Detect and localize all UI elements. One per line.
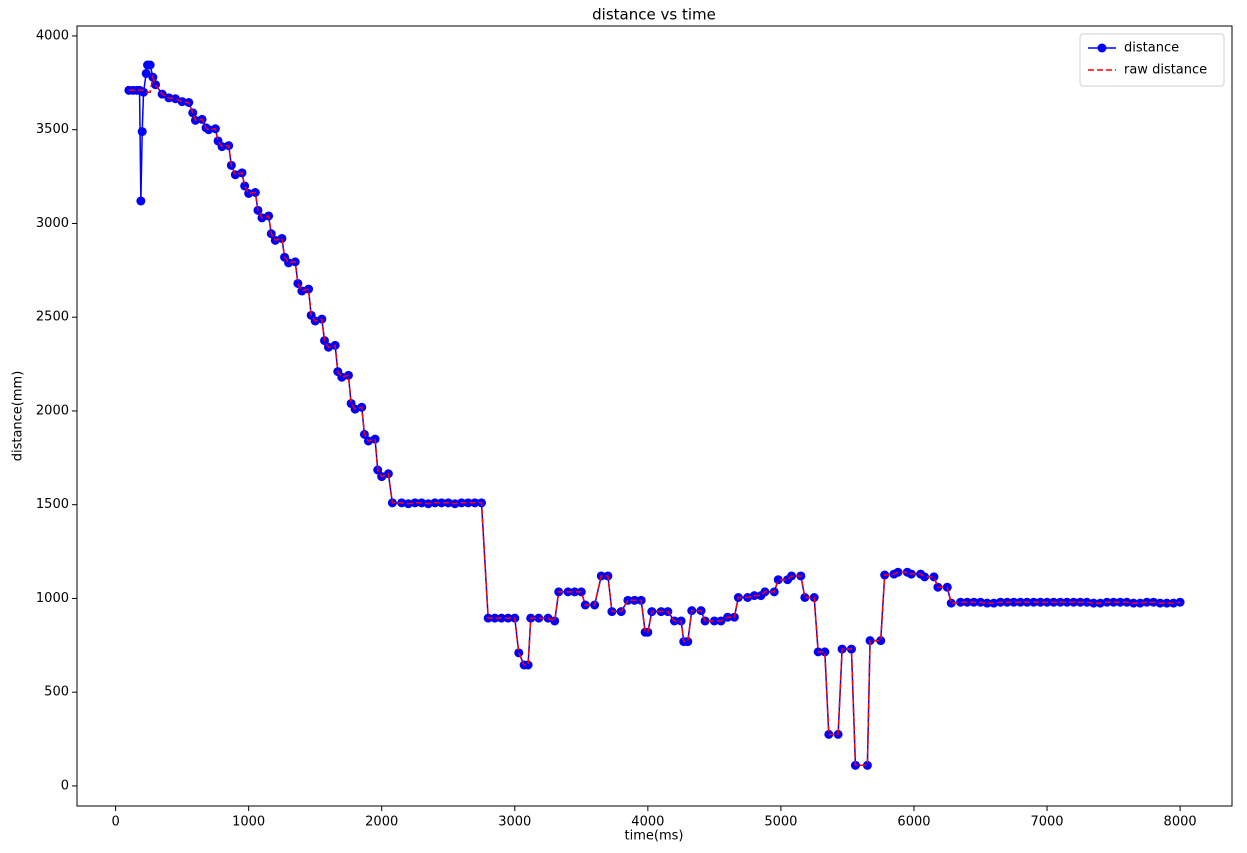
y-tick-label: 1000 (36, 591, 69, 606)
chart-title: distance vs time (592, 6, 716, 24)
data-point (463, 498, 473, 508)
x-tick-label: 7000 (1030, 815, 1063, 830)
data-point (709, 616, 719, 626)
x-tick-label: 8000 (1164, 815, 1197, 830)
y-tick-label: 2000 (36, 403, 69, 418)
data-point (1009, 597, 1019, 607)
plot-frame (76, 25, 1233, 807)
data-point (343, 370, 353, 380)
legend-label: raw distance (1124, 63, 1207, 78)
data-point (946, 598, 956, 608)
series-line (128, 64, 1181, 767)
data-point (820, 647, 830, 657)
legend-marker (1097, 43, 1107, 53)
data-point (141, 68, 151, 78)
series-line (128, 74, 1181, 767)
data-point (876, 636, 886, 646)
data-point (570, 587, 580, 597)
data-point (962, 597, 972, 607)
data-point (137, 127, 147, 137)
data-point (824, 729, 834, 739)
data-point (1035, 597, 1045, 607)
y-tick-label: 1500 (36, 497, 69, 512)
data-point (523, 660, 533, 670)
x-axis-label: time(ms) (625, 829, 684, 844)
data-point (1109, 597, 1119, 607)
data-point (982, 598, 992, 608)
data-point (1162, 598, 1172, 608)
x-tick-label: 2000 (365, 815, 398, 830)
x-tick-label: 1000 (232, 815, 265, 830)
data-point (514, 648, 524, 658)
x-tick-label: 3000 (498, 815, 531, 830)
y-tick-label: 2500 (36, 310, 69, 325)
data-point (800, 593, 810, 602)
data-point (862, 760, 872, 770)
data-point (370, 434, 380, 444)
legend: distance raw distance (1079, 33, 1225, 87)
data-point (437, 498, 447, 508)
y-tick-label: 4000 (36, 28, 69, 43)
x-tick-label: 6000 (897, 815, 930, 830)
legend-label: distance (1124, 41, 1179, 56)
y-tick-label: 3000 (36, 216, 69, 231)
y-axis-label: distance(mm) (11, 371, 26, 462)
data-point (773, 575, 783, 585)
data-point (490, 613, 500, 623)
data-point (293, 278, 303, 288)
data-point (623, 595, 633, 605)
data-point (956, 597, 966, 607)
data-point (893, 567, 903, 577)
series-0 (124, 60, 1185, 770)
data-point (1142, 597, 1152, 607)
data-point (683, 637, 693, 647)
data-point (136, 196, 146, 206)
y-tick-label: 3500 (36, 122, 69, 137)
data-point (1062, 597, 1072, 607)
data-point (244, 188, 254, 198)
x-tick-label: 5000 (764, 815, 797, 830)
legend-box (1079, 33, 1225, 87)
data-point (1082, 597, 1092, 607)
data-point (145, 60, 155, 70)
data-point (1089, 598, 1099, 608)
data-point (929, 572, 939, 582)
y-tick-label: 500 (44, 685, 69, 700)
x-tick-label: 4000 (631, 815, 664, 830)
data-point (277, 233, 287, 243)
data-point (1115, 597, 1125, 607)
x-tick-label: 0 (111, 815, 119, 830)
data-point (1175, 597, 1185, 607)
data-point (240, 181, 250, 191)
data-point (550, 616, 560, 626)
data-point (304, 284, 314, 294)
y-tick-label: 0 (61, 778, 69, 793)
data-point (1135, 598, 1145, 608)
data-point (177, 97, 187, 107)
data-point (410, 498, 420, 508)
series-1 (128, 74, 1181, 767)
